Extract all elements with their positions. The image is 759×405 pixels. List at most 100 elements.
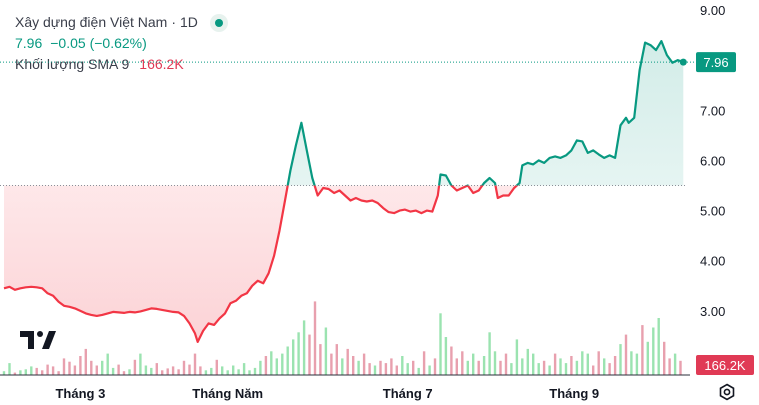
volume-bar (166, 368, 169, 376)
last-price-point (679, 58, 687, 66)
volume-bar (150, 367, 153, 375)
volume-bar (101, 360, 104, 376)
volume-bar (362, 353, 366, 375)
volume-bar (597, 351, 600, 376)
volume-bar (313, 301, 317, 375)
symbol-name[interactable]: Xây dựng điện Việt Nam (15, 14, 168, 30)
volume-bar (422, 351, 426, 376)
price-tick-label: 5.00 (700, 204, 725, 219)
volume-bar (559, 358, 562, 375)
volume-bar (455, 358, 458, 375)
price-line (3, 40, 687, 343)
price-tick-label: 6.00 (700, 153, 725, 168)
time-axis[interactable]: Tháng 3 Tháng Năm Tháng 7 Tháng 9 (55, 386, 599, 401)
volume-bar (592, 365, 595, 375)
volume-bar (493, 351, 497, 376)
volume-bar (275, 358, 278, 375)
volume-bar (352, 356, 355, 375)
volume-bar (537, 363, 540, 375)
chart-settings-button[interactable] (716, 381, 738, 403)
tradingview-logo[interactable] (18, 323, 58, 357)
volume-bar (270, 351, 273, 376)
volume-bar (46, 364, 49, 375)
volume-bar (199, 366, 202, 375)
volume-bar (253, 367, 257, 375)
volume-bar (264, 356, 268, 375)
volume-bar (472, 353, 475, 375)
volume-bar (663, 341, 666, 376)
volume-bar (62, 358, 66, 375)
volume-bar (122, 371, 126, 375)
gear-icon (719, 383, 735, 401)
volume-bar (188, 364, 191, 375)
volume-bar (13, 372, 17, 375)
volume-bar (461, 351, 464, 376)
legend-price-row: 7.96 −0.05 (−0.62%) (15, 33, 228, 54)
volume-badge (696, 355, 754, 375)
volume-bar (79, 356, 82, 375)
volume-bar (35, 367, 38, 375)
volume-bar (335, 344, 338, 375)
legend-symbol-row: Xây dựng điện Việt Nam · 1D (15, 12, 228, 33)
chart-legend: Xây dựng điện Việt Nam · 1D 7.96 −0.05 (… (15, 12, 228, 75)
interval-label[interactable]: 1D (179, 14, 198, 30)
volume-bar (128, 369, 131, 375)
volume-bar (41, 370, 44, 376)
volume-bar (90, 360, 93, 376)
volume-bar (24, 369, 27, 375)
volume-bar (379, 360, 382, 376)
volume-bar (144, 365, 148, 375)
price-line-down[interactable] (3, 41, 683, 343)
volume-indicator-value: 166.2K (139, 56, 184, 72)
last-price: 7.96 (15, 35, 43, 51)
last-price-badge-label: 7.96 (703, 55, 728, 70)
volume-bar (242, 363, 246, 375)
volume-bar (521, 358, 524, 375)
volume-bar (646, 341, 649, 376)
volume-bar (182, 360, 186, 376)
volume-indicator-name[interactable]: Khối lượng SMA 9 (15, 56, 130, 72)
volume-bar (19, 370, 22, 376)
price-area-below-baseline (4, 185, 684, 342)
volume-bar (232, 365, 235, 375)
volume-bar (401, 356, 404, 375)
price-line-up[interactable] (4, 40, 684, 342)
volume-bar (292, 339, 295, 375)
volume-bar (95, 365, 98, 375)
volume-bar (210, 367, 213, 375)
volume-bar (297, 332, 300, 376)
volume-bar (357, 360, 360, 376)
volume-bar (619, 344, 622, 375)
volume-bar (302, 320, 306, 375)
volume-bar (542, 360, 546, 376)
price-tick-label: 9.00 (700, 3, 725, 18)
volume-bar (603, 358, 606, 375)
volume-bar (652, 327, 655, 375)
volume-bar (613, 356, 617, 375)
market-status-icon[interactable] (209, 13, 228, 32)
volume-bar (635, 353, 639, 375)
volume-bar (482, 356, 486, 375)
volume-bar (673, 353, 677, 375)
axis-badges: 7.96 166.2K (696, 52, 754, 375)
volume-bar (570, 356, 573, 375)
volume-bar (450, 346, 453, 375)
volume-bar (406, 363, 409, 375)
volume-bar (395, 365, 398, 375)
time-tick-label: Tháng Năm (192, 386, 263, 401)
volume-bar (133, 359, 137, 375)
volume-bar (575, 360, 579, 376)
legend-separator: · (171, 14, 176, 30)
price-area-above-baseline (4, 41, 684, 186)
price-axis[interactable]: 3.004.005.006.007.008.009.00 (700, 3, 725, 319)
volume-bar (499, 360, 502, 376)
tradingview-logo-icon (20, 331, 56, 349)
volume-bar (412, 360, 415, 376)
volume-bar (444, 337, 448, 375)
volume-bar (161, 370, 164, 376)
volume-bar (657, 318, 660, 375)
volume-bar (368, 363, 371, 375)
time-tick-label: Tháng 3 (55, 386, 105, 401)
volume-bar (324, 327, 328, 375)
